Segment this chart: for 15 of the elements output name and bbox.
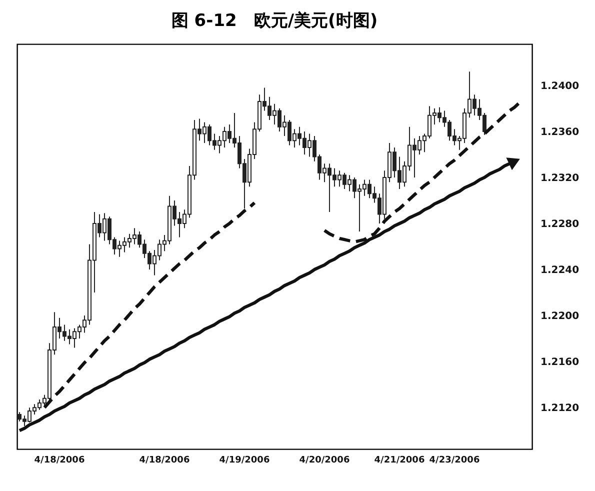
x-tick-label: 4/18/2006 xyxy=(139,456,190,466)
x-tick-label: 4/18/2006 xyxy=(34,456,85,466)
y-tick-label: 1.2200 xyxy=(540,311,580,322)
x-tick-label: 4/19/2006 xyxy=(219,456,270,466)
x-tick-label: 4/21/2006 xyxy=(374,456,425,466)
x-tick-label: 4/20/2006 xyxy=(299,456,350,466)
y-tick-label: 1.2160 xyxy=(540,357,580,368)
chart-title: 图 6-12 欧元/美元(时图) xyxy=(171,11,378,31)
y-tick-label: 1.2400 xyxy=(540,80,580,92)
y-tick-label: 1.2120 xyxy=(540,403,580,414)
y-tick-label: 1.2280 xyxy=(540,218,580,230)
y-tick-label: 1.2360 xyxy=(540,126,580,138)
y-tick-label: 1.2320 xyxy=(540,172,580,184)
y-tick-label: 1.2240 xyxy=(540,265,580,276)
x-tick-label: 4/23/2006 xyxy=(429,456,480,466)
